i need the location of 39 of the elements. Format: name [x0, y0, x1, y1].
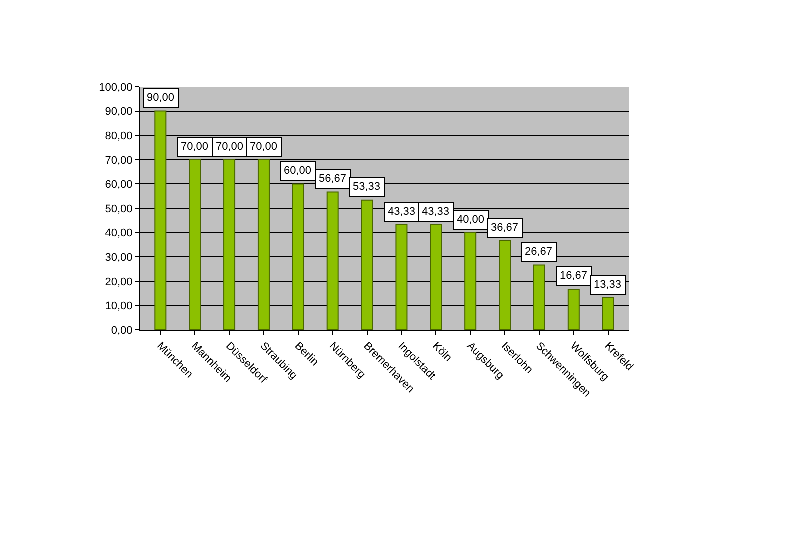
data-label: 60,00: [284, 165, 312, 177]
bar: [430, 224, 442, 330]
bar: [533, 264, 546, 330]
data-label: 53,33: [353, 181, 381, 193]
data-label: 90,00: [147, 92, 175, 104]
bar: [154, 110, 167, 330]
y-tick-label: 10,00: [105, 300, 133, 313]
bar: [396, 224, 408, 330]
bar: [499, 240, 512, 330]
bar: [292, 184, 304, 330]
data-label: 16,67: [560, 270, 588, 282]
bar: [464, 232, 477, 330]
y-tick-label: 80,00: [105, 130, 133, 142]
y-tick-label: 70,00: [105, 154, 133, 167]
data-label: 70,00: [181, 141, 209, 153]
data-label: 70,00: [250, 141, 278, 153]
data-label: 43,33: [388, 206, 416, 218]
y-tick-label: 40,00: [105, 228, 133, 240]
bar: [326, 192, 339, 330]
y-tick-label: 30,00: [105, 252, 133, 264]
data-label: 56,67: [319, 173, 347, 185]
data-label: 13,33: [594, 279, 622, 291]
data-label: 40,00: [457, 214, 485, 226]
y-tick-label: 90,00: [105, 106, 133, 118]
data-label: 36,67: [491, 222, 519, 234]
y-tick-label: 0,00: [111, 324, 133, 337]
bar: [602, 297, 614, 330]
bar: [189, 159, 202, 330]
data-label: 43,33: [422, 206, 450, 218]
data-label: 70,00: [216, 141, 244, 153]
bar: [224, 159, 236, 330]
y-tick-label: 60,00: [105, 179, 133, 192]
bar: [361, 200, 374, 330]
y-tick-label: 20,00: [105, 276, 133, 288]
y-tick-label: 100,00: [99, 82, 133, 94]
bar: [568, 288, 580, 330]
data-label: 26,67: [525, 246, 553, 258]
bar: [258, 159, 270, 330]
y-tick-label: 50,00: [105, 203, 133, 216]
